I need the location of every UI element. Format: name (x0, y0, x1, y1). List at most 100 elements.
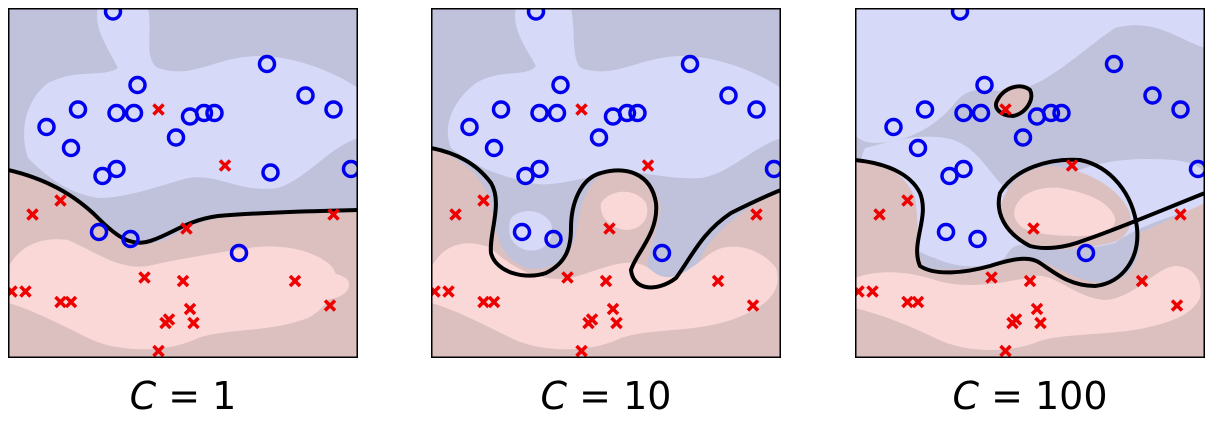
cross-point (999, 344, 1012, 358)
circle-point (61, 138, 81, 158)
circle-point (530, 103, 549, 123)
cross-point (64, 295, 78, 309)
cross-point (561, 271, 574, 284)
caption-variable: C (129, 374, 157, 418)
cross-point (323, 299, 337, 312)
circle-point (460, 117, 479, 137)
cross-point (327, 208, 340, 221)
cross-point (442, 285, 455, 298)
circle-point (484, 138, 504, 158)
svm-panel-c10 (431, 8, 781, 358)
circle-point (954, 159, 973, 179)
circle-point (764, 159, 781, 179)
red-margin-region (1014, 187, 1116, 236)
circle-point (103, 8, 123, 21)
cross-point (575, 344, 588, 358)
cross-point (873, 208, 886, 221)
circle-point (107, 159, 126, 179)
circle-point (652, 243, 672, 263)
circle-point (975, 75, 994, 95)
cross-point (477, 194, 490, 207)
cross-point (487, 295, 501, 309)
circle-point (68, 100, 88, 119)
cross-point (901, 295, 914, 309)
circle-point (617, 103, 637, 123)
plot-frame (8, 8, 358, 358)
circle-point (296, 86, 315, 105)
cross-point (152, 103, 165, 116)
cross-point (901, 194, 914, 207)
circle-point (93, 166, 112, 186)
circle-point (257, 54, 277, 74)
cross-point (606, 302, 620, 316)
circle-point (589, 128, 609, 147)
cross-point (599, 274, 613, 288)
circle-point (954, 103, 973, 123)
blue-margin-region (447, 8, 781, 185)
circle-point (1076, 243, 1096, 263)
circle-point (680, 54, 700, 74)
cross-point (183, 302, 197, 316)
cross-point (54, 194, 67, 207)
cross-point (477, 295, 490, 309)
red-margin-region (8, 239, 337, 350)
cross-point (750, 208, 763, 221)
svm-panel-c1 (8, 8, 358, 358)
cross-point (138, 271, 151, 284)
caption-c1: C = 1 (8, 372, 358, 420)
circle-point (544, 229, 563, 249)
cross-point (288, 274, 302, 288)
cross-point (746, 299, 760, 312)
decision-plot-c10 (431, 8, 781, 358)
circle-point (512, 222, 532, 242)
red-margin-region (600, 191, 648, 230)
decision-plot-c100 (855, 8, 1205, 358)
circle-point (124, 103, 144, 123)
cross-point (866, 285, 879, 298)
circle-point (107, 103, 126, 123)
circle-point (968, 229, 987, 249)
cross-point (641, 159, 655, 172)
circle-point (628, 103, 647, 123)
cross-point (610, 316, 623, 330)
circle-point (719, 86, 738, 105)
cross-point (1023, 274, 1037, 288)
red-margin-region (292, 272, 349, 300)
circle-point (950, 8, 970, 21)
circle-point (229, 243, 249, 263)
decision-boundary (8, 168, 358, 245)
circle-point (37, 117, 56, 137)
cross-point (911, 295, 925, 309)
caption-c10: C = 10 (431, 372, 781, 420)
circle-point (547, 103, 567, 123)
caption-variable: C (952, 374, 979, 418)
red-margin-region (855, 266, 1201, 350)
circle-point (908, 138, 928, 158)
cross-point (1030, 302, 1044, 316)
caption-value: = 1 (156, 374, 237, 418)
cross-point (1027, 222, 1040, 235)
circle-point (530, 159, 549, 179)
circle-point (940, 166, 959, 186)
circle-point (915, 100, 935, 119)
cross-point (985, 271, 998, 284)
caption-c100: C = 100 (855, 372, 1205, 420)
circle-point (1104, 54, 1124, 74)
cross-point (582, 316, 595, 330)
circle-point (121, 229, 140, 249)
blue-margin-region (855, 8, 1205, 143)
cross-point (187, 316, 200, 330)
cross-point (19, 285, 32, 298)
cross-point (152, 344, 165, 358)
circle-point (747, 100, 766, 119)
cross-point (575, 103, 588, 116)
circle-point (491, 100, 511, 119)
cross-point (1135, 274, 1149, 288)
decision-boundary (431, 146, 781, 290)
circle-point (516, 166, 535, 186)
caption-variable: C (540, 374, 568, 418)
cross-point (159, 316, 172, 330)
circle-point (526, 8, 546, 21)
circle-point (936, 222, 956, 242)
circle-point (1143, 86, 1162, 105)
